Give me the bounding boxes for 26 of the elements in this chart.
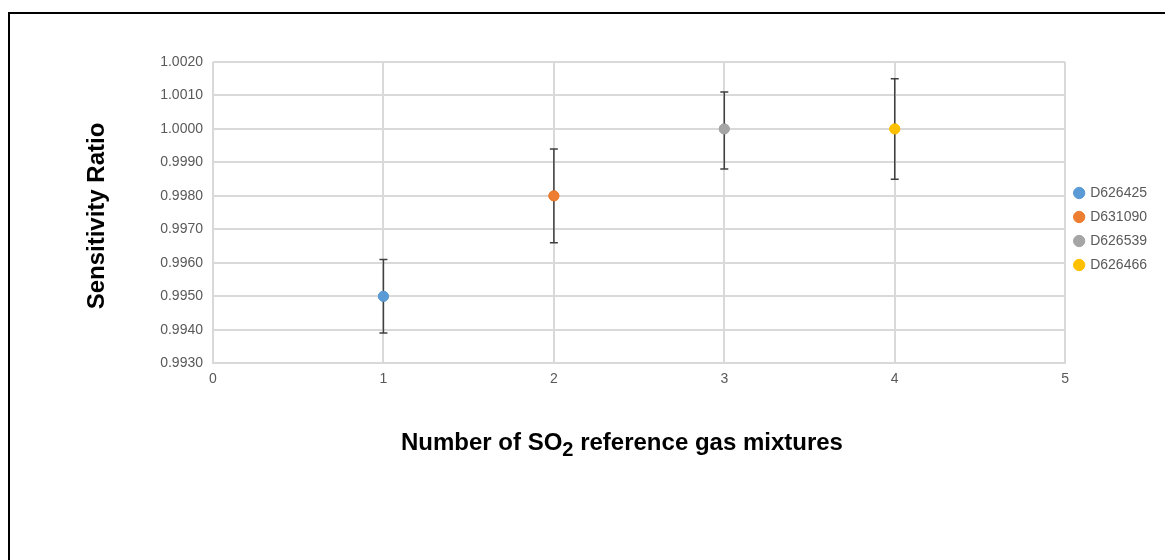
x-tick-label: 4 [890, 370, 899, 387]
y-axis-title: Sensitivity Ratio [82, 122, 110, 310]
x-tick-label: 0 [209, 370, 218, 387]
legend-label: D626539 [1090, 231, 1148, 248]
legend-label: D626466 [1090, 255, 1148, 272]
y-tick-label: 1.0010 [160, 86, 204, 103]
legend-label: D631090 [1090, 207, 1148, 224]
y-tick-label: 0.9930 [160, 354, 204, 371]
point [889, 123, 901, 135]
y-tick-label: 0.9990 [160, 153, 204, 170]
x-tick-label: 2 [549, 370, 558, 387]
x-tick-label: 1 [379, 370, 388, 387]
x-tick-label: 5 [1061, 370, 1070, 387]
y-tick-label: 0.9940 [160, 320, 204, 337]
y-tick-label: 0.9950 [160, 287, 204, 304]
legend-label: D626425 [1090, 183, 1148, 200]
y-tick-label: 0.9970 [160, 220, 204, 237]
point [718, 123, 730, 135]
y-tick-label: 1.0020 [160, 52, 204, 69]
y-tick-label: 0.9980 [160, 186, 204, 203]
point [548, 190, 560, 202]
y-tick-label: 0.9960 [160, 253, 204, 270]
x-tick-label: 3 [720, 370, 729, 387]
y-tick-label: 1.0000 [160, 119, 204, 136]
point [377, 290, 389, 302]
x-axis-title: Number of SO$_{2}$ reference gas mixtures [400, 428, 844, 461]
